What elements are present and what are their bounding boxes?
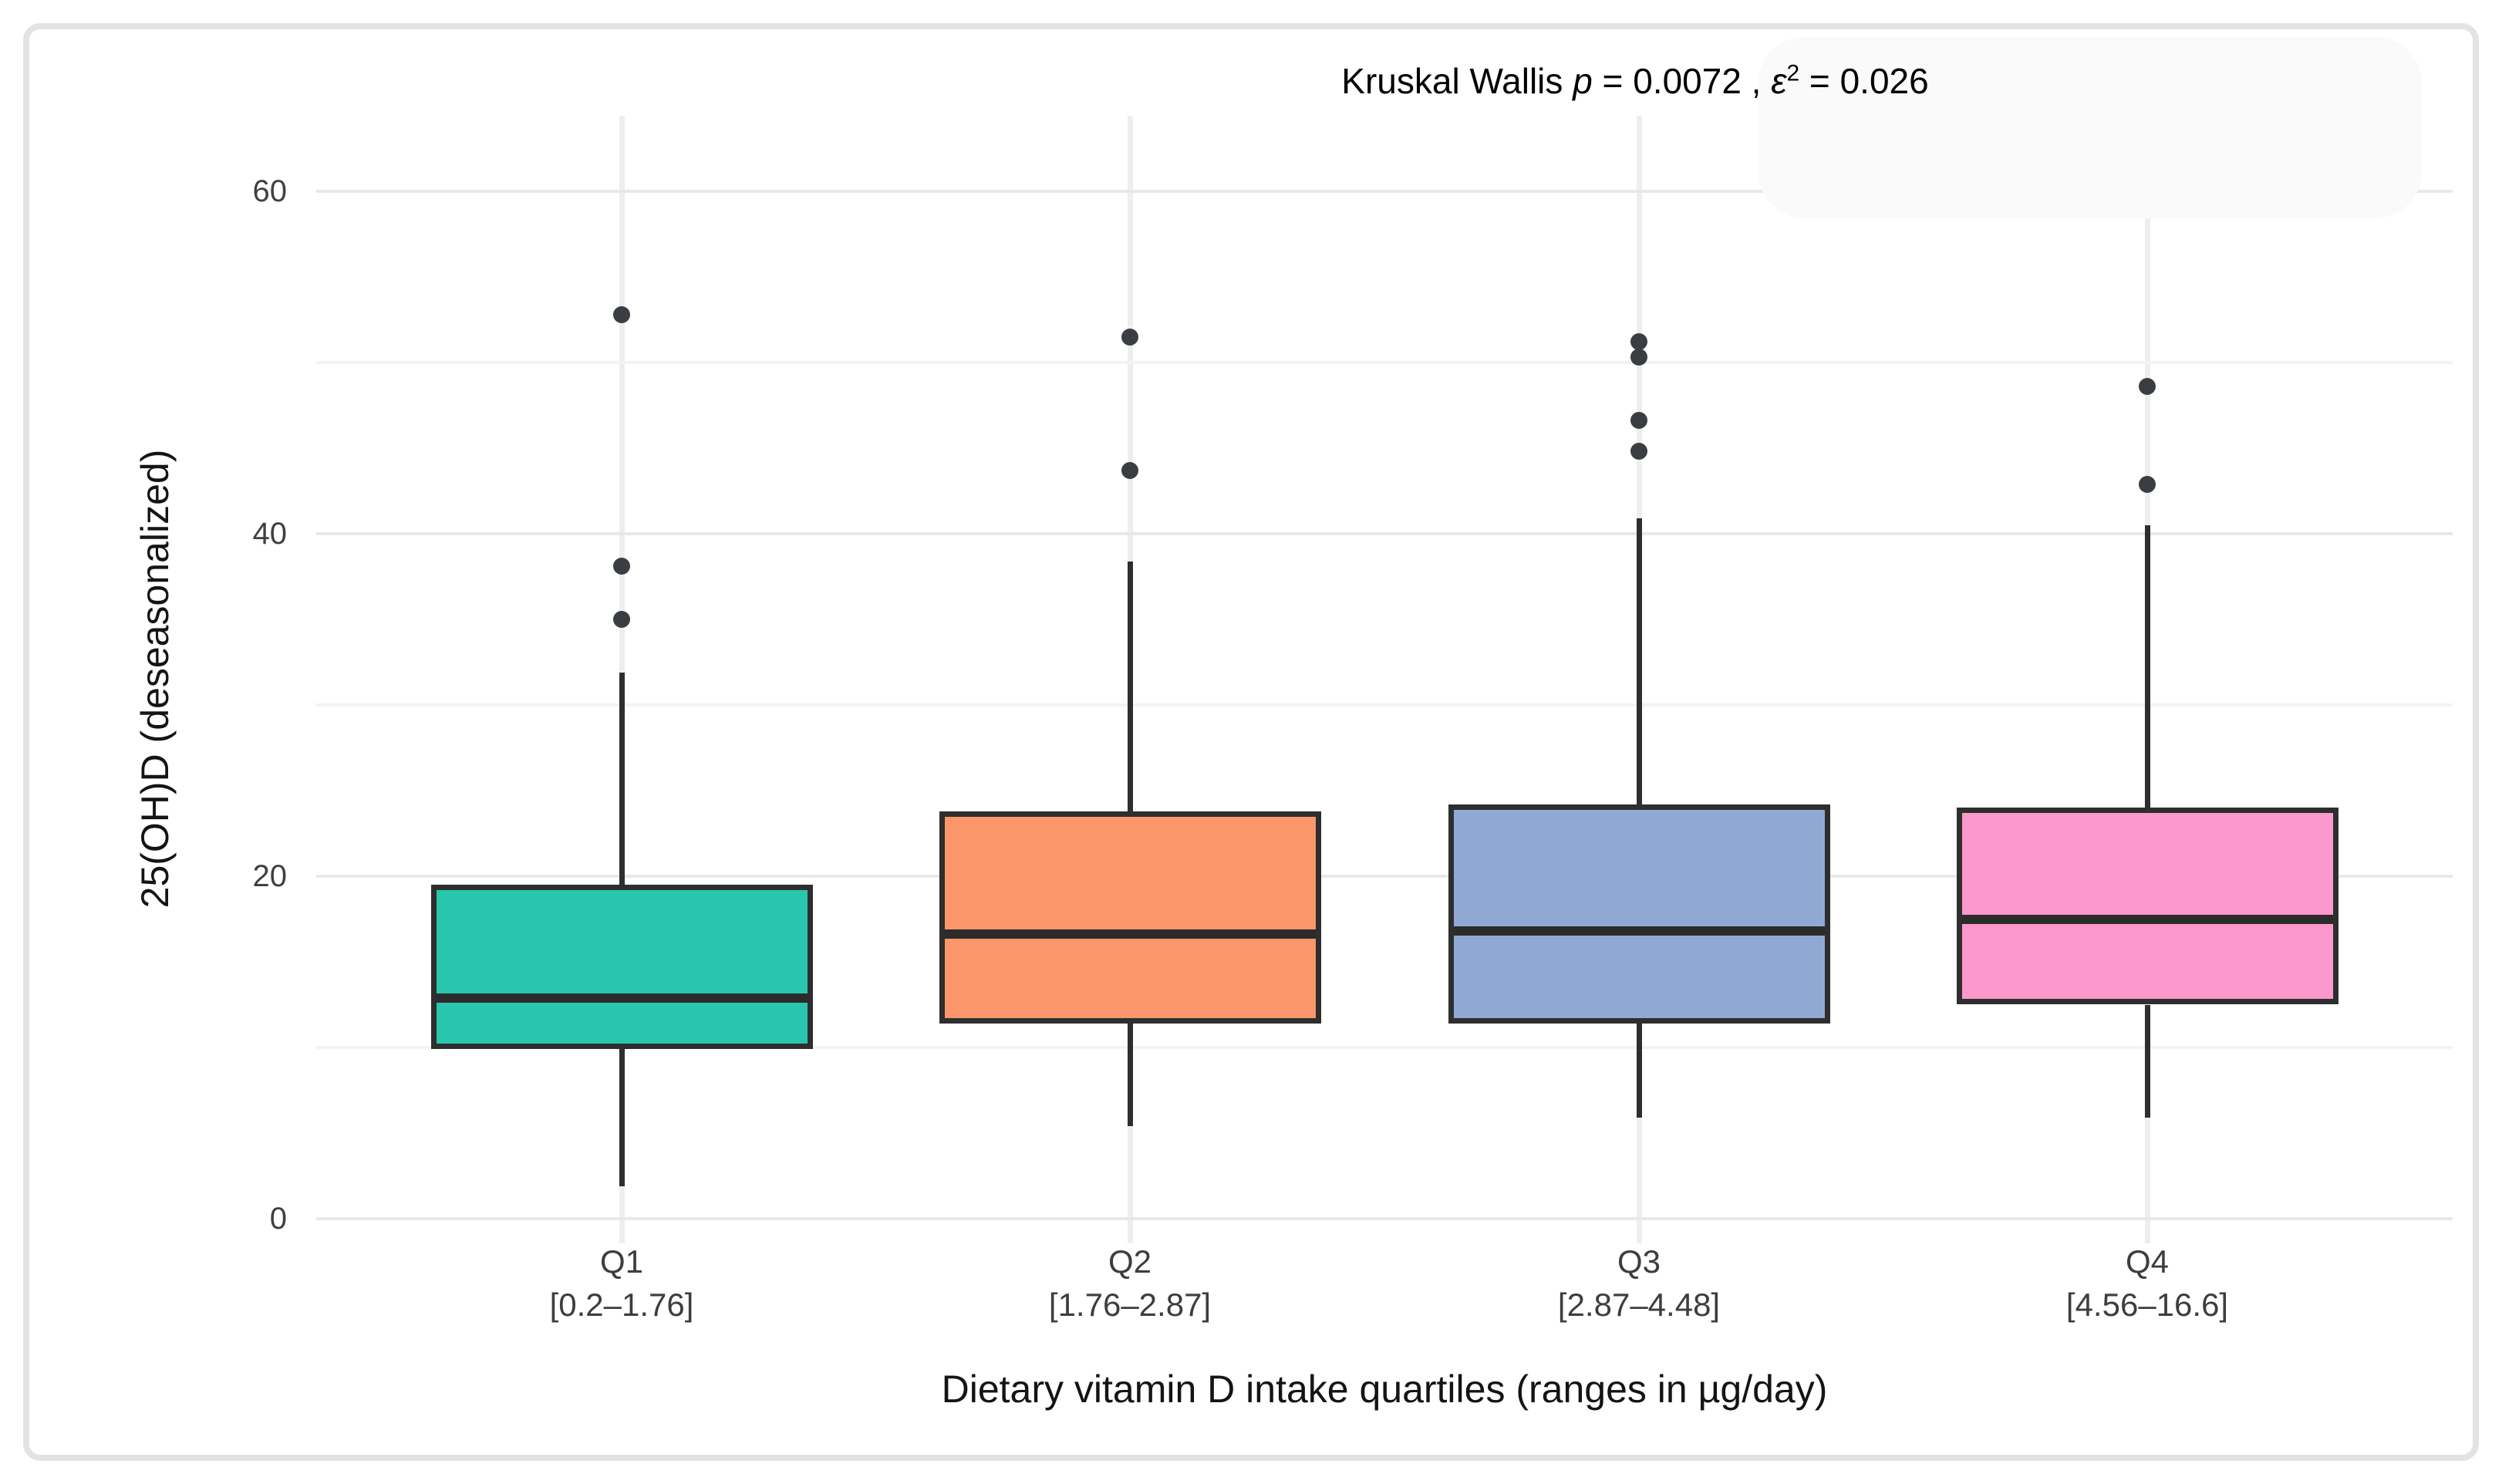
stats-annotation-epsilon-symbol: ε — [1771, 61, 1787, 101]
gridline-major — [316, 532, 2453, 535]
outlier-point — [613, 558, 630, 575]
stats-annotation: Kruskal Wallis p = 0.0072 , ε2 = 0.026 — [1118, 60, 2152, 102]
boxplot-median-line — [1961, 914, 2333, 924]
y-tick-label: 0 — [269, 1202, 287, 1236]
gridline-minor — [316, 703, 2453, 707]
boxplot-lower-whisker — [619, 1049, 625, 1186]
boxplot-box-q4 — [1956, 808, 2338, 1005]
gridline-major — [316, 190, 2453, 193]
stats-annotation-test-name: Kruskal Wallis — [1341, 61, 1573, 101]
boxplot-box-q2 — [939, 811, 1321, 1024]
boxplot-box-q1 — [430, 885, 813, 1050]
y-tick-label: 20 — [252, 859, 288, 893]
outlier-point — [1630, 349, 1647, 366]
x-tick-quartile-label: Q4 — [2125, 1243, 2170, 1280]
outlier-point — [1630, 333, 1647, 351]
x-tick-quartile-label: Q3 — [1617, 1243, 1661, 1280]
boxplot-box-q3 — [1448, 804, 1830, 1024]
x-tick-label: Q3 [2.87–4.48] — [1384, 1240, 1893, 1327]
x-tick-range-label: [0.2–1.76] — [549, 1287, 694, 1323]
figure-frame-border — [23, 23, 2479, 1461]
outlier-point — [2139, 378, 2156, 396]
x-tick-label: Q4 [4.56–16.6] — [1893, 1240, 2402, 1327]
y-tick-label: 60 — [252, 174, 288, 208]
boxplot-upper-whisker — [2145, 524, 2150, 808]
x-tick-range-label: [2.87–4.48] — [1557, 1287, 1721, 1323]
boxplot-lower-whisker — [1637, 1023, 1642, 1118]
x-tick-label: Q1 [0.2–1.76] — [367, 1240, 876, 1327]
stats-annotation-p-symbol: p — [1573, 61, 1593, 101]
stats-annotation-epsilon-exponent: 2 — [1786, 60, 1800, 86]
x-axis-title: Dietary vitamin D intake quartiles (rang… — [941, 1368, 1828, 1411]
x-tick-range-label: [1.76–2.87] — [1048, 1287, 1212, 1323]
outlier-point — [1630, 412, 1647, 430]
outlier-point — [613, 305, 630, 323]
y-axis-title: 25(OH)D (deseasonalized) — [133, 449, 177, 909]
boxplot-lower-whisker — [2145, 1004, 2150, 1118]
outlier-point — [1121, 328, 1138, 346]
background-highlight-patch — [1758, 37, 2422, 218]
outlier-point — [2139, 475, 2156, 493]
x-tick-quartile-label: Q1 — [599, 1243, 644, 1280]
x-tick-label: Q2 [1.76–2.87] — [875, 1240, 1384, 1327]
boxplot-median-line — [1453, 926, 1825, 936]
y-tick-label: 40 — [252, 517, 288, 551]
stats-annotation-p-value: = 0.0072 , — [1592, 61, 1772, 101]
x-tick-quartile-label: Q2 — [1108, 1243, 1152, 1280]
outlier-point — [613, 611, 630, 628]
outlier-point — [1630, 443, 1647, 460]
boxplot-lower-whisker — [1128, 1023, 1133, 1127]
boxplot-median-line — [944, 929, 1316, 939]
outlier-point — [1121, 461, 1138, 479]
x-tick-range-label: [4.56–16.6] — [2065, 1287, 2229, 1323]
boxplot-upper-whisker — [619, 672, 625, 885]
gridline-minor — [316, 361, 2453, 364]
stats-annotation-epsilon-value: = 0.026 — [1799, 61, 1929, 101]
gridline-major — [316, 875, 2453, 878]
boxplot-upper-whisker — [1637, 518, 1642, 804]
gridline-major — [316, 1217, 2453, 1220]
gridline-minor — [316, 1046, 2453, 1049]
boxplot-median-line — [436, 993, 808, 1003]
boxplot-upper-whisker — [1128, 561, 1133, 811]
